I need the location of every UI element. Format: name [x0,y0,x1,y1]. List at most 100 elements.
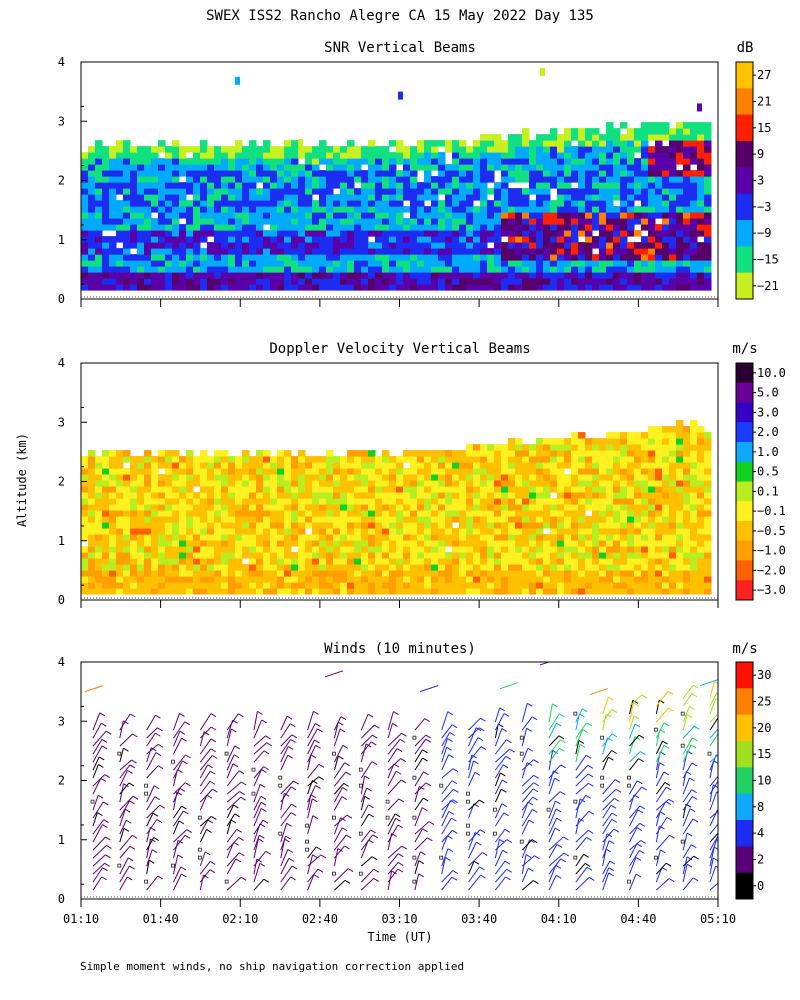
doppler-cell [410,546,418,553]
doppler-cell [263,534,271,541]
snr-cell [144,260,152,267]
wind-barb-feather [104,862,110,867]
snr-cell [529,140,537,147]
doppler-cell [557,528,565,535]
doppler-cell [151,504,159,511]
snr-cell [214,230,222,237]
snr-cell [515,170,523,177]
doppler-cell [655,534,663,541]
snr-cell [445,176,453,183]
snr-cell [81,170,89,177]
snr-cell [256,266,264,273]
doppler-cell [571,528,579,535]
doppler-cell [151,474,159,481]
snr-cell [228,284,236,291]
doppler-cell [431,498,439,505]
snr-cell [417,236,425,243]
snr-cell [165,146,173,153]
y-tick-label: 4 [58,356,65,370]
wind-barb-feather [157,765,164,770]
doppler-cell [256,558,264,565]
doppler-cell [487,504,495,511]
snr-cell [536,272,544,279]
wind-barb-feather [263,766,269,771]
doppler-cell [494,540,502,547]
doppler-cell [361,498,369,505]
snr-cell [151,230,159,237]
doppler-cell [501,558,509,565]
doppler-cell [326,462,334,469]
snr-cell [557,200,565,207]
doppler-cell [592,480,600,487]
snr-cell [599,224,607,231]
doppler-cell [431,528,439,535]
snr-cell [81,194,89,201]
wind-barb-feather [290,812,297,816]
snr-cell [221,248,229,255]
snr-cell [207,170,215,177]
snr-cell [480,134,488,141]
doppler-cell [473,528,481,535]
snr-cell [438,254,446,261]
snr-cell [88,194,96,201]
snr-cell [571,212,579,219]
doppler-cell [529,558,537,565]
snr-cell [361,266,369,273]
snr-cell [298,200,306,207]
snr-cell [578,212,586,219]
doppler-cell [326,534,334,541]
doppler-cell [221,570,229,577]
snr-cell [368,164,376,171]
snr-cell [396,206,404,213]
doppler-cell [641,582,649,589]
snr-cell [403,284,411,291]
snr-cell [515,236,523,243]
doppler-cell [270,510,278,517]
doppler-cell [109,588,117,595]
snr-cell [529,218,537,225]
snr-cell [599,284,607,291]
snr-cell [333,164,341,171]
doppler-cell [396,534,404,541]
wind-barb-feather [157,727,163,732]
snr-cell [200,212,208,219]
snr-cell [599,158,607,165]
snr-cell [655,200,663,207]
snr-cell [263,164,271,171]
snr-cell [228,254,236,261]
snr-cell [508,284,516,291]
snr-cell [270,212,278,219]
doppler-cell [473,468,481,475]
snr-cell [382,230,390,237]
snr-cell [403,182,411,189]
doppler-cell [340,528,348,535]
doppler-cell [697,528,705,535]
snr-cell [508,266,516,273]
snr-cell [137,146,145,153]
snr-cell [361,146,369,153]
doppler-cell [662,540,670,547]
doppler-cell [179,570,187,577]
snr-cell [627,146,635,153]
calm-marker [90,799,95,804]
calm-marker [278,775,283,780]
snr-cell [95,278,103,285]
snr-cell [417,278,425,285]
snr-cell [347,218,355,225]
doppler-cell [326,510,334,517]
snr-cell [564,164,572,171]
snr-cell [424,176,432,183]
doppler-cell [536,504,544,511]
doppler-cell [305,480,313,487]
wind-barb-feather [180,866,187,871]
snr-cell [179,278,187,285]
snr-cell [333,224,341,231]
snr-cell [480,152,488,159]
snr-cell [207,164,215,171]
wind-barb [92,824,103,843]
doppler-cell [389,552,397,559]
snr-cell [333,278,341,285]
doppler-cell [662,432,670,439]
doppler-cell [389,498,397,505]
snr-cell [130,146,138,153]
